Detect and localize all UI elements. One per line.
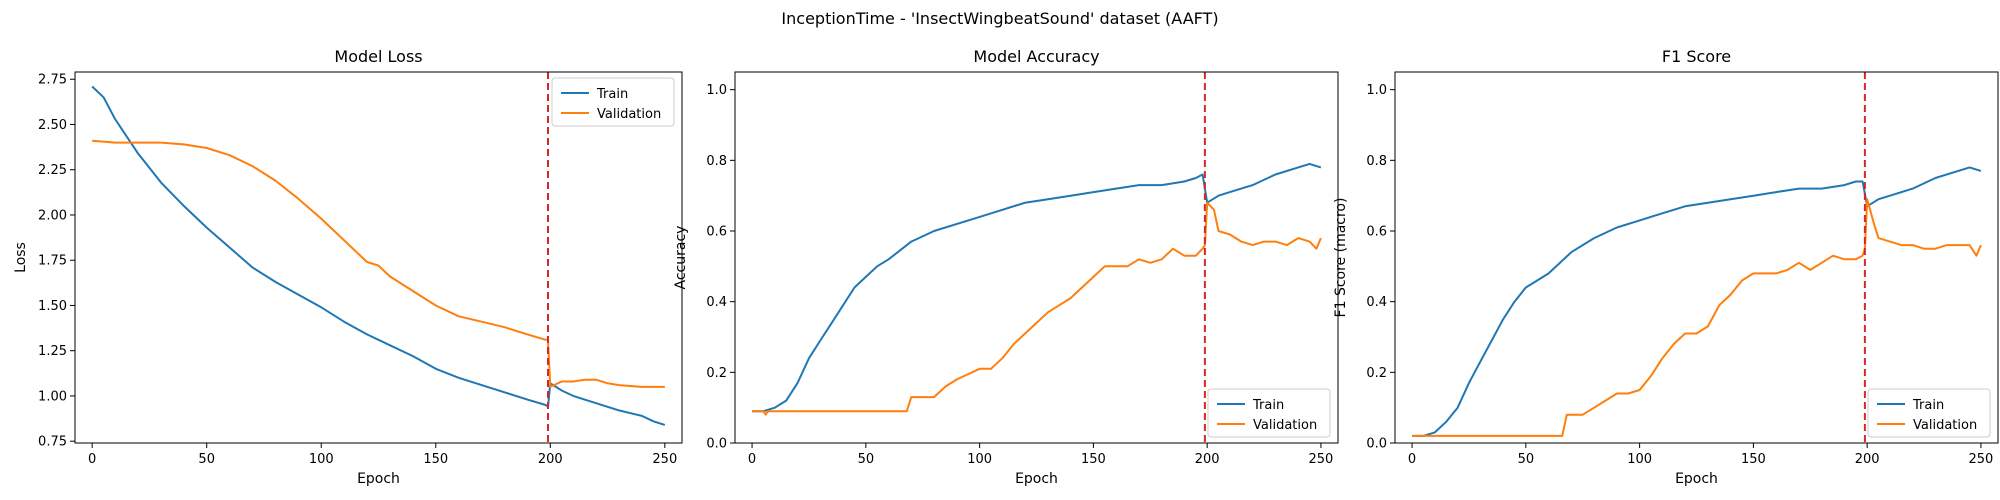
series-line-validation (92, 139, 665, 388)
x-tick-label: 250 (652, 452, 677, 467)
chart-title: Model Accuracy (973, 47, 1099, 66)
y-tick-label: 1.0 (1366, 83, 1387, 98)
y-tick-label: 0.0 (1366, 437, 1387, 452)
x-tick-label: 250 (1969, 452, 1994, 467)
plot-frame (74, 71, 683, 444)
x-tick-label: 150 (1741, 452, 1766, 467)
x-tick-label: 200 (538, 452, 563, 467)
y-tick-label: 0.8 (706, 154, 727, 169)
x-axis-label: Epoch (357, 471, 400, 487)
legend-label-train: Train (1912, 398, 1944, 413)
y-tick-label: 1.50 (38, 299, 67, 314)
series-line-validation (752, 201, 1322, 416)
x-tick-label: 200 (1195, 452, 1220, 467)
x-tick-label: 150 (1081, 452, 1106, 467)
series-line-train (91, 85, 666, 426)
y-tick-label: 1.00 (38, 389, 67, 404)
chart-3: F1 Score 0 50 100 150 200 250 0.0 0.2 0.4 0.6 0.8 1.… (1333, 47, 1999, 487)
chart-title: Model Loss (334, 47, 422, 66)
plot-frame (1394, 71, 1999, 444)
legend-label-train: Train (596, 87, 628, 102)
figure-title: InceptionTime - 'InsectWingbeatSound' da… (781, 9, 1218, 28)
x-axis-label: Epoch (1015, 471, 1058, 487)
x-tick-label: 250 (1309, 452, 1334, 467)
x-tick-label: 100 (967, 452, 992, 467)
legend-label-validation: Validation (1913, 418, 1977, 433)
legend: Train Validation (1207, 388, 1331, 438)
y-tick-label: 1.0 (706, 83, 727, 98)
x-tick-label: 100 (309, 452, 334, 467)
y-tick-label: 0.6 (706, 225, 727, 240)
legend-label-validation: Validation (597, 107, 661, 122)
plot-frame (734, 71, 1339, 444)
y-tick-label: 0.4 (706, 295, 727, 310)
x-tick-label: 0 (748, 452, 756, 467)
x-tick-label: 150 (423, 452, 448, 467)
x-tick-label: 200 (1855, 452, 1880, 467)
y-tick-label: 2.50 (38, 118, 67, 133)
series-line-train (1412, 166, 1982, 437)
x-tick-label: 50 (1518, 452, 1535, 467)
y-tick-label: 0.2 (1366, 366, 1387, 381)
legend: Train Validation (1867, 388, 1991, 438)
y-tick-label: 2.75 (38, 73, 67, 88)
y-tick-label: 0.6 (1366, 225, 1387, 240)
legend-label-validation: Validation (1253, 418, 1317, 433)
y-tick-label: 2.25 (38, 163, 67, 178)
y-tick-label: 0.2 (706, 366, 727, 381)
y-tick-label: 1.25 (38, 344, 67, 359)
y-tick-label: 0.8 (1366, 154, 1387, 169)
y-tick-label: 0.75 (38, 435, 67, 450)
y-axis-label: F1 Score (macro) (1333, 198, 1349, 318)
chart-title: F1 Score (1662, 47, 1731, 66)
chart-1: Model Loss 0 50 100 150 200 250 0.75 1.00 1.25 1.5… (13, 47, 683, 487)
y-axis-label: Accuracy (673, 226, 689, 290)
x-tick-label: 50 (198, 452, 215, 467)
x-tick-label: 50 (858, 452, 875, 467)
legend-label-train: Train (1252, 398, 1284, 413)
y-axis-label: Loss (13, 242, 29, 273)
y-tick-label: 1.75 (38, 254, 67, 269)
series-line-train (752, 162, 1322, 413)
y-tick-label: 2.00 (38, 208, 67, 223)
chart-2: Model Accuracy 0 50 100 150 200 250 0.0 0.2 0.4 0.… (673, 47, 1339, 487)
y-tick-label: 0.4 (1366, 295, 1387, 310)
x-tick-label: 100 (1627, 452, 1652, 467)
y-tick-label: 0.0 (706, 437, 727, 452)
legend: Train Validation (551, 77, 675, 127)
x-axis-label: Epoch (1675, 471, 1718, 487)
x-tick-label: 0 (88, 452, 96, 467)
x-tick-label: 0 (1408, 452, 1416, 467)
series-line-validation (1412, 198, 1982, 437)
